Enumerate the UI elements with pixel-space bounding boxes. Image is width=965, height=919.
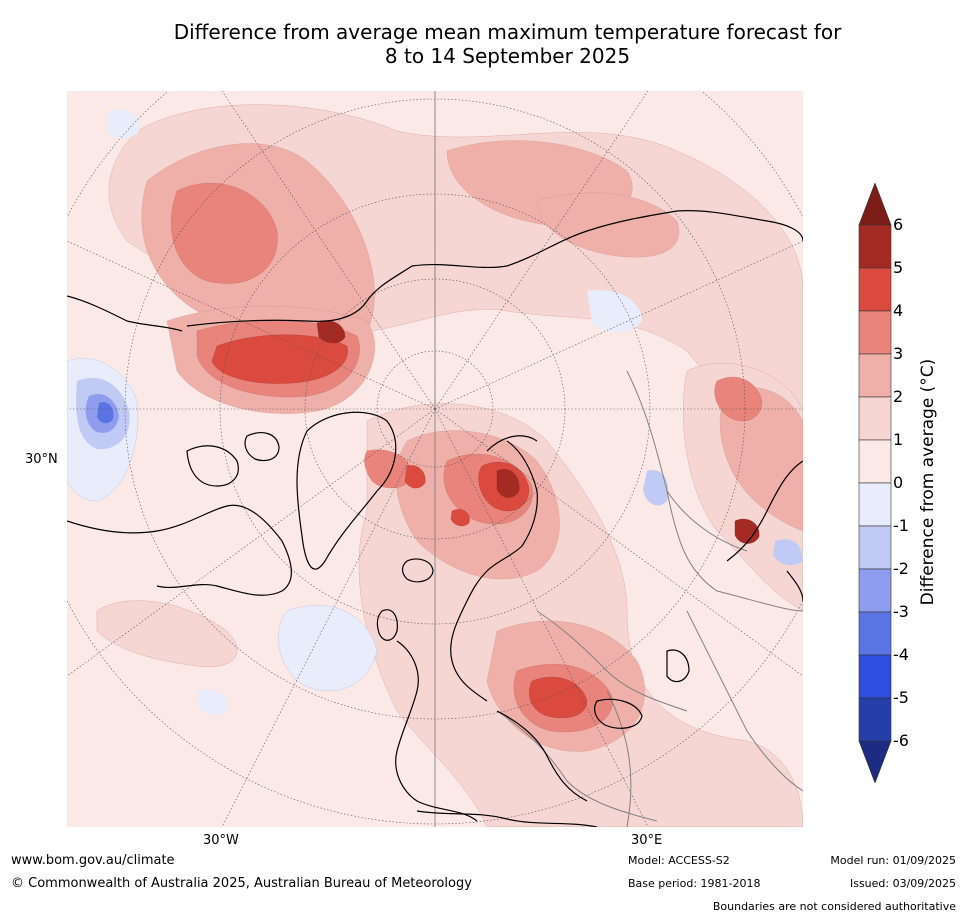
chart-title: Difference from average mean maximum tem… bbox=[60, 20, 955, 68]
title-line-1: Difference from average mean maximum tem… bbox=[173, 20, 842, 44]
colorbar-tick-label: -4 bbox=[893, 645, 909, 664]
colorbar-tick-label: -3 bbox=[893, 602, 909, 621]
colorbar-extend-bottom bbox=[858, 740, 892, 783]
colorbar-band bbox=[858, 267, 892, 312]
colorbar-tick-label: -2 bbox=[893, 559, 909, 578]
colorbar-band bbox=[858, 353, 892, 398]
footer-model: Model: ACCESS-S2 bbox=[628, 854, 730, 867]
map-canvas bbox=[67, 91, 803, 827]
colorbar-tick-label: 3 bbox=[893, 344, 904, 363]
title-line-2: 8 to 14 September 2025 bbox=[384, 44, 631, 68]
footer-url: www.bom.gov.au/climate bbox=[11, 853, 175, 868]
footer-base-period: Base period: 1981-2018 bbox=[628, 877, 761, 890]
colorbar-band bbox=[858, 611, 892, 656]
colorbar-tick-label: 1 bbox=[893, 430, 904, 449]
coastlines bbox=[67, 210, 803, 827]
colorbar-band bbox=[858, 396, 892, 441]
colorbar-extend-top bbox=[858, 183, 892, 226]
temperature-anomaly-map bbox=[67, 91, 803, 827]
footer-copyright: © Commonwealth of Australia 2025, Austra… bbox=[11, 876, 472, 891]
colorbar-band bbox=[858, 310, 892, 355]
colorbar-band bbox=[858, 224, 892, 269]
colorbar-tick-label: -1 bbox=[893, 516, 909, 535]
colorbar-tick-label: 4 bbox=[893, 301, 904, 320]
colorbar-band bbox=[858, 654, 892, 699]
anomaly-5-to-6 bbox=[316, 320, 760, 544]
colorbar-tick-label: 5 bbox=[893, 258, 904, 277]
colorbar-tick-label: 6 bbox=[893, 215, 904, 234]
lon-label-30w: 30°W bbox=[203, 833, 239, 848]
lat-label-30n: 30°N bbox=[25, 452, 58, 467]
colorbar-title: Difference from average (°C) bbox=[918, 358, 938, 606]
colorbar-tick-label: -6 bbox=[893, 731, 909, 750]
colorbar-band bbox=[858, 482, 892, 527]
country-borders bbox=[496, 370, 803, 827]
colorbar-tick-label: 2 bbox=[893, 387, 904, 406]
colorbar bbox=[858, 183, 892, 783]
lon-label-30e: 30°E bbox=[631, 833, 663, 848]
colorbar-band bbox=[858, 439, 892, 484]
anomaly-negative bbox=[67, 109, 803, 716]
colorbar-band bbox=[858, 525, 892, 570]
colorbar-tick-label: -5 bbox=[893, 688, 909, 707]
footer-issued: Issued: 03/09/2025 bbox=[849, 877, 956, 890]
colorbar-band bbox=[858, 697, 892, 742]
footer-model-run: Model run: 01/09/2025 bbox=[830, 854, 956, 867]
colorbar-tick-label: 0 bbox=[893, 473, 904, 492]
footer-disclaimer: Boundaries are not considered authoritat… bbox=[712, 900, 956, 913]
colorbar-band bbox=[858, 568, 892, 613]
